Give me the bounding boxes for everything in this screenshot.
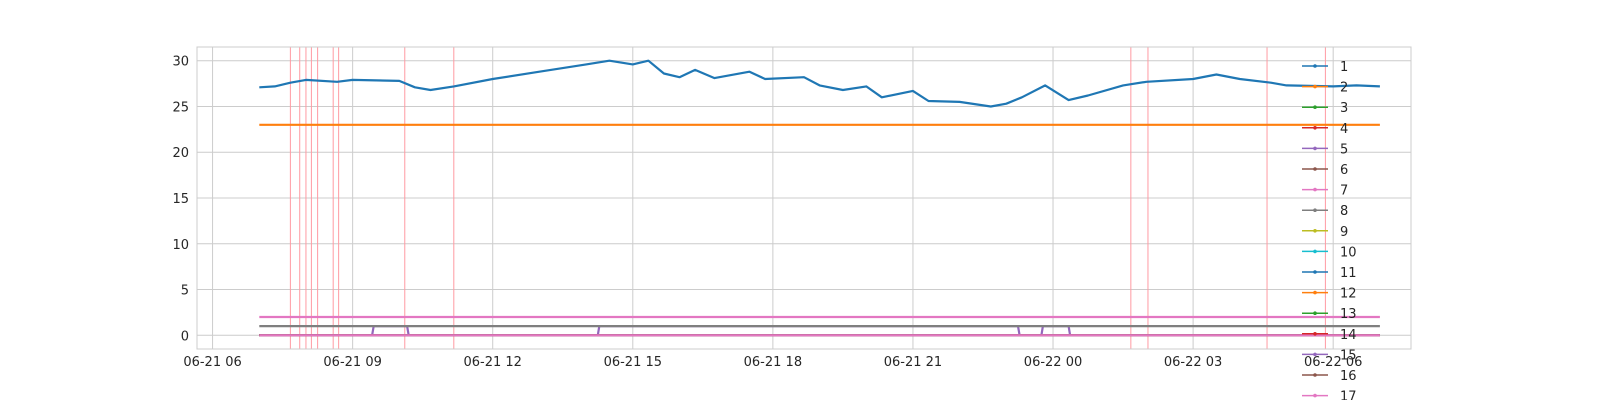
y-tick-label: 5: [181, 284, 189, 299]
plot-frame: [196, 46, 1412, 350]
x-axis-ticks: 06-21 06 06-21 09 06-21 12 06-21 15 06-21 18…: [183, 355, 1362, 370]
x-tick-label: 06-22 06: [1304, 355, 1362, 370]
legend-marker-6: [1313, 167, 1317, 171]
legend-label-2: 2: [1340, 81, 1348, 96]
legend-marker-3: [1313, 105, 1317, 109]
legend-label-13: 13: [1340, 307, 1357, 322]
x-tick-label: 06-21 06: [183, 355, 241, 370]
legend-label-4: 4: [1340, 122, 1348, 137]
grid: [197, 47, 1411, 349]
x-tick-label: 06-21 18: [744, 355, 802, 370]
legend-marker-12: [1313, 290, 1317, 295]
legend-label-1: 1: [1340, 60, 1348, 75]
x-tick-label: 06-21 15: [604, 355, 662, 370]
legend-marker-10: [1313, 249, 1317, 254]
legend-marker-7: [1313, 187, 1317, 192]
legend-marker-8: [1313, 208, 1317, 212]
x-tick-label: 06-22 00: [1024, 355, 1082, 370]
series-line-1: [259, 59, 1380, 108]
y-tick-label: 0: [181, 329, 189, 344]
legend-marker-5: [1313, 146, 1317, 151]
y-tick-label: 25: [172, 100, 189, 115]
y-tick-label: 20: [172, 146, 189, 161]
legend-label-11: 11: [1340, 266, 1357, 281]
y-tick-label: 30: [172, 55, 189, 70]
x-tick-label: 06-21 12: [463, 355, 521, 370]
legend-marker-15: [1313, 352, 1317, 357]
legend-marker-11: [1313, 270, 1317, 274]
legend-label-14: 14: [1340, 328, 1357, 343]
legend-label-17: 17: [1340, 390, 1357, 400]
legend-label-6: 6: [1340, 163, 1348, 178]
legend-label-3: 3: [1340, 101, 1348, 116]
legend-marker-4: [1313, 126, 1317, 130]
legend-label-9: 9: [1340, 225, 1348, 240]
x-tick-label: 06-21 09: [323, 355, 381, 370]
x-tick-label: 06-22 03: [1164, 355, 1222, 370]
y-tick-label: 15: [172, 192, 189, 207]
legend-marker-13: [1313, 311, 1317, 316]
legend-marker-1: [1313, 64, 1317, 68]
legend-label-8: 8: [1340, 204, 1348, 219]
event-lines: [289, 47, 1326, 349]
legend-marker-2: [1313, 84, 1317, 89]
legend-marker-16: [1313, 373, 1317, 377]
legend-label-12: 12: [1340, 287, 1357, 302]
y-axis-ticks: 0 5 10 15 20 25 30: [172, 55, 189, 345]
legend-label-10: 10: [1340, 245, 1357, 260]
legend-marker-17: [1313, 393, 1317, 398]
legend-label-5: 5: [1340, 142, 1348, 157]
series-lines: [259, 59, 1380, 337]
legend-marker-9: [1313, 229, 1317, 233]
legend-marker-14: [1313, 332, 1317, 336]
y-tick-label: 10: [172, 238, 189, 253]
x-tick-label: 06-21 21: [884, 355, 942, 370]
legend-label-16: 16: [1340, 369, 1357, 384]
legend-label-15: 15: [1340, 348, 1357, 363]
legend-label-7: 7: [1340, 184, 1348, 199]
